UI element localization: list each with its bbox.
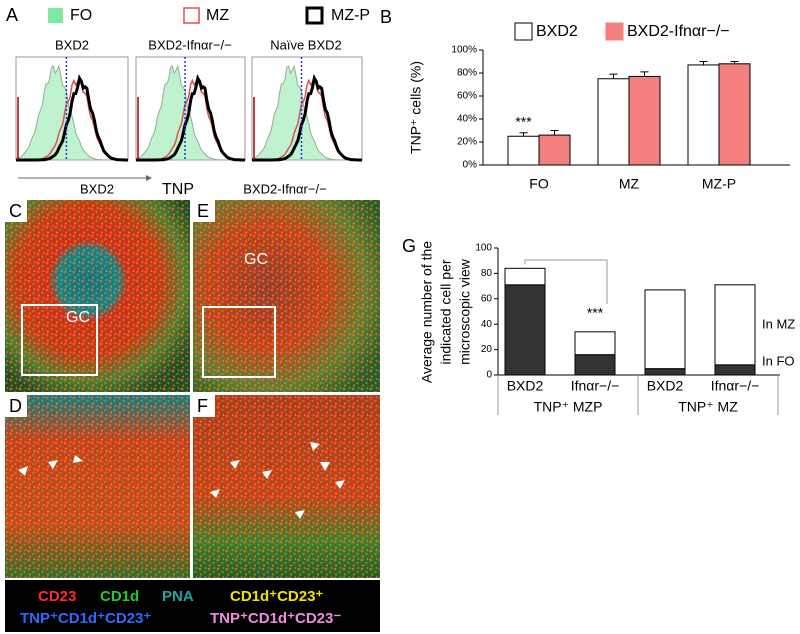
bar — [507, 135, 540, 166]
legend-swatch — [305, 6, 324, 25]
zoom-box — [202, 306, 276, 378]
series-label: In FO — [762, 353, 795, 368]
mzp-curve — [16, 74, 128, 162]
histograms — [15, 56, 363, 162]
image-title: BXD2-Ifnαr−/− — [243, 181, 326, 196]
y-tick-label: 40 — [481, 319, 493, 330]
arrow-head — [146, 175, 152, 181]
panel-label: E — [197, 201, 209, 221]
microscopy: C E D F BXD2 BXD2-Ifnαr−/− GC GC CD23 CD1… — [5, 181, 380, 632]
panel-label: A — [6, 5, 18, 25]
y-tick-label: 60% — [457, 91, 477, 102]
bar-segment — [504, 267, 546, 286]
bar — [597, 78, 630, 166]
charts: B 0% 20% 40% 60% 80% 100% TNP⁺ cells (%) FO MZ MZ-… — [380, 7, 795, 415]
region-label: GC — [66, 309, 90, 326]
legend-swatch — [605, 22, 624, 41]
zoom-box — [21, 304, 98, 376]
group-label: TNP⁺ MZ — [678, 399, 738, 415]
bar-segment — [504, 284, 546, 376]
legend-swatch — [48, 8, 63, 23]
y-tick-label: 20% — [457, 137, 477, 148]
stain-label: TNP⁺CD1d⁺CD23⁻ — [210, 610, 341, 627]
stain-label: PNA — [162, 588, 194, 605]
label-box — [5, 395, 27, 417]
x-tick-label: Ifnαr−/− — [711, 378, 760, 394]
y-tick-label: 100 — [475, 243, 492, 254]
bar — [628, 75, 661, 166]
stain-label: CD1d — [100, 588, 139, 605]
y-axis-label: microscopic view — [457, 258, 473, 365]
arrowheads — [18, 442, 345, 519]
bar-segment — [714, 364, 756, 376]
stain-label: TNP⁺CD1d⁺CD23⁺ — [20, 610, 151, 627]
bar — [538, 134, 571, 166]
annotation: *** — [515, 114, 532, 130]
image-texture — [193, 395, 380, 578]
y-tick-label: 80 — [481, 268, 493, 279]
x-tick-label: Ifnαr−/− — [571, 378, 620, 394]
y-tick-label: 0 — [486, 370, 492, 381]
y-tick-label: 20 — [481, 344, 493, 355]
x-tick-label: MZ-P — [702, 176, 736, 192]
y-tick-label: 60 — [481, 293, 493, 304]
panel-label: F — [197, 396, 208, 416]
y-axis-label: TNP⁺ cells (%) — [408, 61, 424, 154]
bar-segment — [644, 368, 686, 376]
plot-title: BXD2-Ifnαr−/− — [148, 37, 231, 52]
label-box — [193, 395, 215, 417]
bracket — [524, 259, 608, 304]
label-box — [193, 200, 215, 222]
stain-label: CD1d⁺CD23⁺ — [230, 588, 323, 605]
stain-legend — [5, 580, 380, 632]
legend-label: MZ-P — [331, 7, 370, 24]
bar-segment — [574, 354, 616, 376]
legend-label: BXD2-Ifnαr−/− — [627, 23, 730, 40]
x-tick-label: BXD2 — [507, 378, 544, 394]
panel-label: D — [9, 396, 22, 416]
y-tick-label: 80% — [457, 68, 477, 79]
bar-segment — [574, 331, 616, 356]
y-axis-label: indicated cell per — [438, 259, 454, 364]
bar-segment — [644, 289, 686, 370]
annotation: *** — [587, 305, 604, 321]
stain-label: CD23 — [38, 588, 76, 605]
plot-title: Naïve BXD2 — [270, 37, 342, 52]
x-tick-label: FO — [529, 176, 549, 192]
y-axis-label: Average number of the — [419, 241, 435, 383]
x-tick-label: BXD2 — [647, 378, 684, 394]
image-texture — [193, 200, 380, 392]
image-texture — [5, 395, 190, 578]
y-tick-label: 40% — [457, 114, 477, 125]
mzp-curve — [136, 74, 245, 162]
group-label: TNP⁺ MZP — [534, 399, 603, 415]
image-title: BXD2 — [80, 181, 114, 196]
bar — [687, 64, 720, 166]
x-tick-label: MZ — [619, 176, 640, 192]
y-tick-label: 0% — [463, 160, 478, 171]
panel-label: B — [380, 7, 392, 27]
plot-title: BXD2 — [55, 37, 89, 52]
bar — [718, 63, 751, 166]
legend-label: FO — [70, 7, 92, 24]
y-tick-label: 100% — [451, 45, 477, 56]
legend-label: MZ — [206, 7, 229, 24]
series-label: In MZ — [762, 316, 795, 331]
legend-swatch — [183, 7, 200, 24]
legend-swatch — [514, 22, 533, 41]
region-label: GC — [244, 251, 268, 268]
axis-label: TNP — [162, 181, 194, 198]
panel-label: G — [402, 236, 416, 256]
mzp-curve — [252, 74, 362, 162]
panel-a: A FO MZ MZ-P BXD2 BXD2-Ifnαr−/− Naïve BX… — [6, 5, 370, 198]
label-box — [5, 200, 27, 222]
bar-segment — [714, 284, 756, 366]
panel-label: C — [9, 201, 22, 221]
legend-label: BXD2 — [536, 23, 578, 40]
stain-legend-items: CD23 CD1d PNA CD1d⁺CD23⁺ TNP⁺CD1d⁺CD23⁺ TNP⁺C… — [20, 588, 341, 627]
